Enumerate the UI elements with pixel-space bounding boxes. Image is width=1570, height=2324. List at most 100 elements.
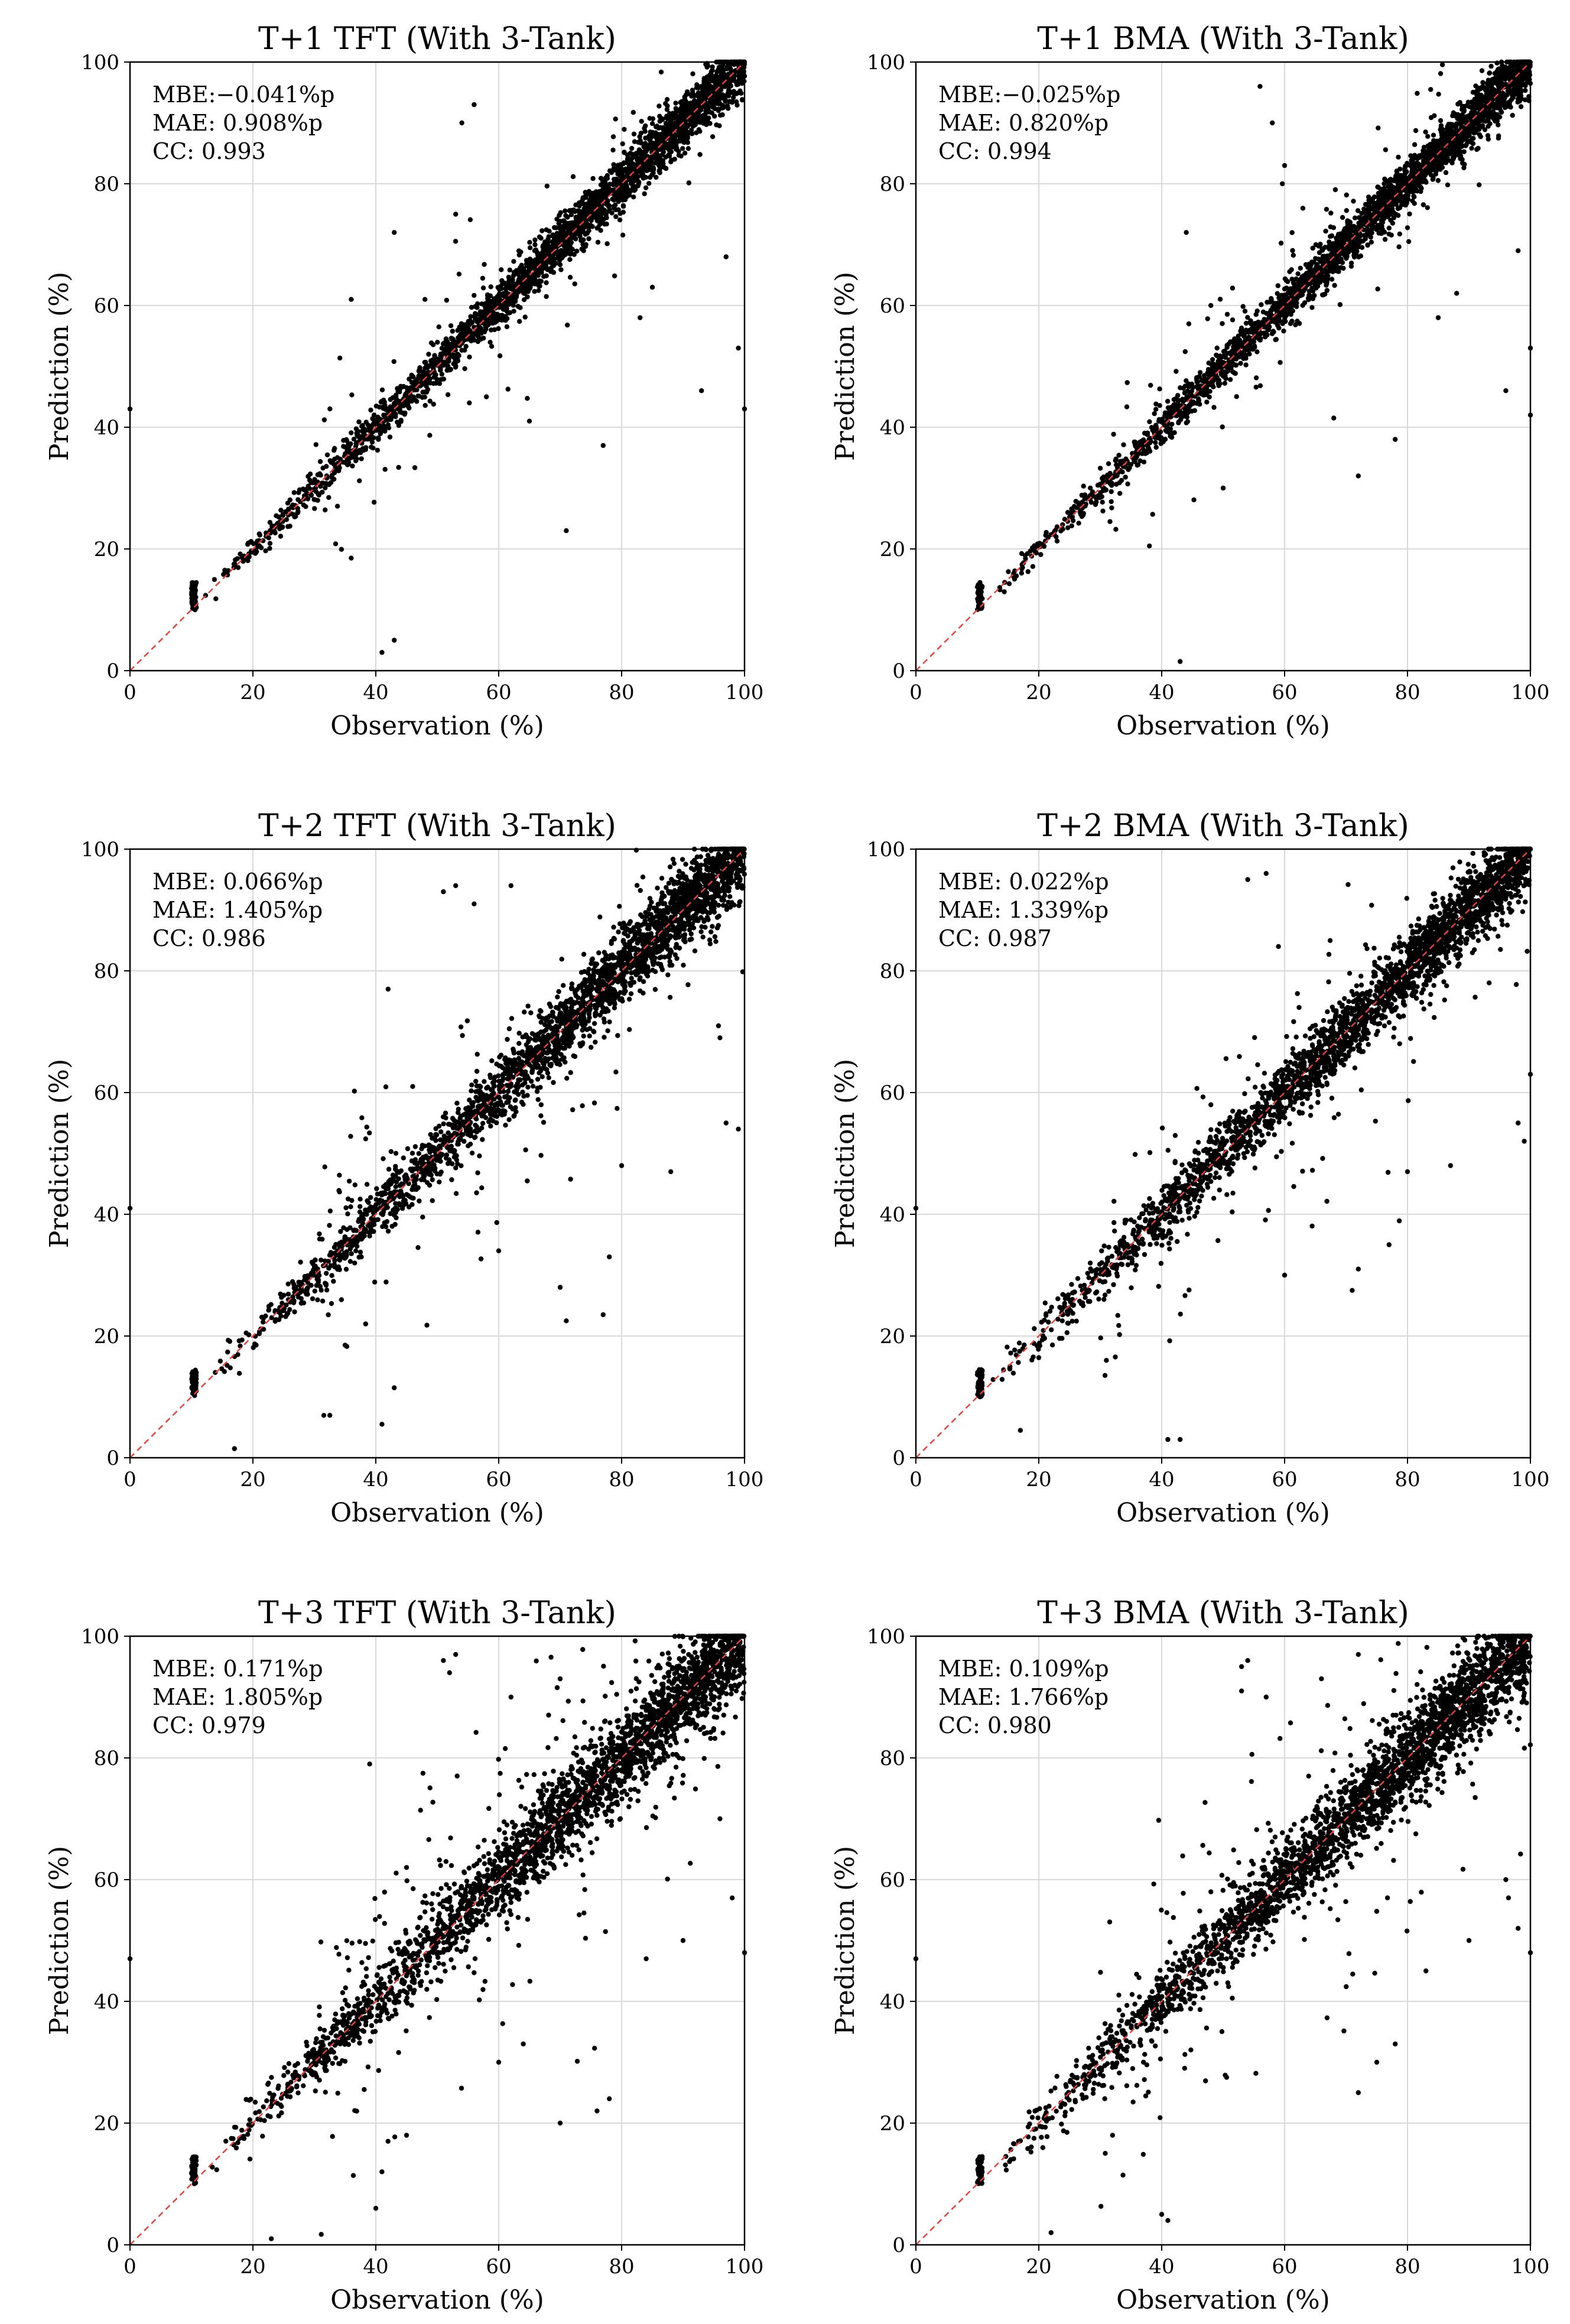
data-point — [604, 215, 609, 220]
data-point — [473, 311, 477, 316]
data-point — [726, 106, 730, 110]
data-point — [1192, 408, 1197, 413]
data-point — [503, 287, 508, 291]
data-point — [532, 242, 537, 247]
data-point — [388, 397, 393, 402]
data-point — [1295, 271, 1300, 276]
data-point — [689, 103, 694, 108]
data-point — [474, 330, 479, 335]
data-point — [1154, 445, 1159, 450]
data-point — [579, 216, 584, 220]
data-point — [698, 97, 703, 102]
data-point — [629, 146, 634, 151]
data-point — [389, 415, 394, 420]
data-point — [480, 329, 485, 333]
data-point — [435, 340, 440, 344]
data-point — [388, 434, 392, 439]
data-point — [446, 392, 450, 397]
data-point — [1169, 435, 1174, 440]
data-point — [422, 297, 427, 302]
data-point — [668, 160, 673, 164]
data-point — [1510, 113, 1515, 118]
data-point — [1356, 255, 1361, 259]
data-point — [741, 71, 746, 76]
y-tick-label: 40 — [94, 416, 119, 440]
data-point — [484, 394, 489, 399]
data-point — [422, 370, 427, 375]
data-point — [414, 399, 419, 404]
data-point — [558, 262, 563, 267]
data-point — [712, 113, 717, 118]
data-point — [545, 236, 550, 241]
data-point — [604, 241, 609, 246]
data-point — [354, 456, 359, 461]
data-point — [629, 181, 633, 186]
data-point — [720, 112, 724, 117]
data-point — [402, 412, 407, 417]
data-point — [289, 504, 294, 509]
data-point — [480, 276, 485, 281]
data-point — [638, 160, 643, 165]
data-point — [502, 304, 507, 309]
data-point — [568, 275, 573, 279]
data-point — [426, 352, 431, 356]
data-point — [563, 209, 567, 213]
data-point — [580, 196, 585, 200]
data-point — [1026, 569, 1031, 574]
data-point — [643, 123, 648, 128]
data-point — [539, 228, 544, 233]
data-point — [349, 555, 353, 560]
data-point — [680, 146, 685, 151]
data-point — [604, 222, 609, 226]
data-point — [555, 239, 560, 244]
data-point — [267, 546, 272, 551]
data-point — [1182, 391, 1187, 395]
x-tick-label: 60 — [1272, 681, 1297, 704]
data-point — [232, 562, 237, 567]
data-point — [352, 437, 356, 441]
data-point — [704, 64, 709, 69]
data-point — [1390, 210, 1395, 214]
data-point — [321, 481, 326, 486]
data-point — [193, 590, 197, 595]
data-point — [1366, 194, 1371, 199]
data-point — [510, 277, 515, 282]
data-point — [1314, 242, 1318, 247]
data-point — [414, 388, 419, 392]
data-point — [489, 344, 494, 349]
data-point — [638, 315, 642, 320]
data-point — [324, 464, 329, 469]
data-point — [527, 240, 532, 245]
data-point — [422, 366, 427, 370]
data-point — [412, 465, 417, 470]
data-point — [664, 166, 668, 171]
data-point — [606, 209, 611, 213]
data-point — [685, 140, 690, 145]
data-point — [1025, 551, 1030, 556]
data-point — [1113, 457, 1118, 461]
data-point — [1242, 332, 1247, 337]
data-point — [383, 467, 388, 472]
data-point — [615, 181, 620, 186]
data-point — [650, 145, 655, 149]
data-point — [1055, 539, 1059, 544]
data-point — [581, 201, 586, 206]
data-point — [467, 401, 472, 405]
data-point — [412, 379, 417, 384]
data-point — [318, 473, 323, 477]
data-point — [1316, 256, 1321, 261]
data-point — [525, 281, 529, 285]
data-point — [687, 180, 691, 185]
data-point — [331, 448, 336, 453]
data-point — [559, 224, 564, 229]
panel-title: T+1 TFT (With 3-Tank) — [258, 21, 616, 57]
data-point — [532, 264, 537, 269]
data-point — [409, 399, 414, 404]
data-point — [634, 151, 639, 155]
data-point — [1408, 153, 1413, 158]
data-point — [392, 638, 396, 642]
data-point — [354, 427, 359, 431]
data-point — [734, 99, 739, 104]
